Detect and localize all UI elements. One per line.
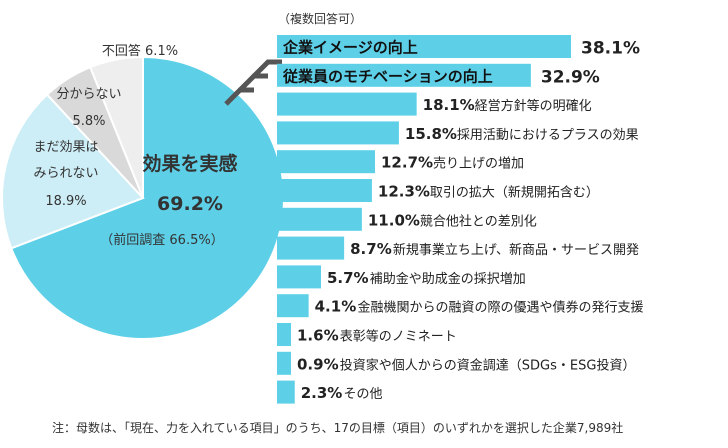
bar-category-label: 投資家や個人からの資金調達（SDGs・ESG投資） [340,357,636,373]
bar-value-label: 12.3% [378,183,430,201]
bar-category-label: 新規事業立ち上げ、新商品・サービス開発 [393,242,639,258]
pie-slice-no-answer [88,55,144,199]
bar-value-label: 12.7% [381,154,433,172]
bar [277,150,375,174]
bar-category-label: 金融機関からの融資の際の優遇や債券の発行支援 [357,300,643,316]
bar-category-label: 従業員のモチベーションの向上 [282,67,493,85]
pie-value-unknown: 5.8% [72,114,105,129]
pie-label-effect: 効果を実感 [142,152,237,175]
bar [277,380,295,404]
pie-label-no-answer: 不回答 6.1% [102,43,178,59]
pie-value-no-effect: 18.9% [45,194,86,209]
pie-value-effect: 69.2% [157,193,223,215]
bar-value-label: 11.0% [368,211,420,229]
bar-value-label: 4.1% [315,298,357,316]
bar [277,92,417,116]
bar-value-label: 15.8% [405,125,457,143]
bar-value-label: 2.3% [301,384,343,402]
bar [277,207,362,231]
bar-value-label: 32.9% [541,67,600,87]
bar-category-label: 表彰等のノミネート [340,329,457,345]
bar [277,121,399,145]
bar [277,63,531,87]
pie-label-no-effect-line1: まだ効果は [33,140,98,155]
bar-category-label: 競合他社との差別化 [420,213,537,229]
pie-slice-effect [9,55,285,340]
pie-label-unknown: 分からない [56,87,121,102]
bar [277,351,291,375]
pie-slice-no-effect-yet [1,93,145,250]
bar-value-label: 8.7% [350,240,392,258]
bar-value-label: 1.6% [297,327,339,345]
bar [277,323,291,346]
bar [277,265,321,289]
bar-category-label: 企業イメージの向上 [282,39,418,57]
pie-label-no-effect-line2: みられない [33,166,98,181]
pointer-arrow-icon [224,59,282,106]
bar-category-label: 売り上げの増加 [433,156,524,172]
bar-value-label: 0.9% [297,355,339,373]
bar-category-label: その他 [344,387,383,402]
bar [277,35,571,58]
bar [277,179,372,202]
bar [277,236,345,260]
bar-category-label: 経営方針等の明確化 [475,98,592,114]
bar-category-label: 採用活動におけるプラスの効果 [457,128,639,143]
multiple-answer-note: （複数回答可） [278,12,363,26]
bar-value-label: 38.1% [581,39,640,59]
bar-value-label: 18.1% [423,96,475,114]
bar-category-label: 補助金や助成金の採択増加 [370,271,526,287]
pie-sub-previous-survey: （前回調査 66.5%） [100,232,223,248]
bar-value-label: 5.7% [327,269,369,287]
footnote: 注：母数は、「現在、力を入れている項目」のうち、17の目標（項目）のいずれかを選… [52,421,624,435]
bar [277,294,309,318]
bar-category-label: 取引の拡大（新規開拓含む） [430,185,599,201]
